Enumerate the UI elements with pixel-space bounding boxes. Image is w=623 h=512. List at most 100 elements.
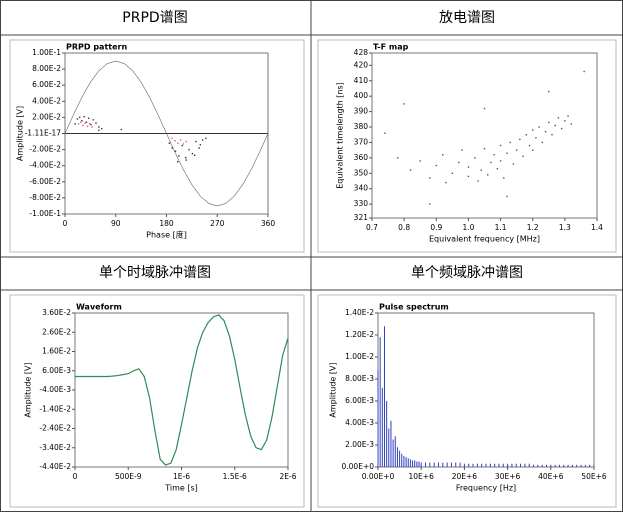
point: [461, 149, 463, 151]
x-tick-label: 0: [63, 219, 68, 228]
y-tick-label: 428: [354, 48, 369, 57]
point: [403, 103, 405, 105]
point: [74, 123, 76, 125]
y-axis-label: Amplitude [V]: [329, 362, 338, 417]
point: [81, 119, 83, 122]
point: [182, 143, 185, 145]
point: [100, 127, 103, 130]
y-tick-label: 350: [354, 168, 369, 177]
plot-area: [377, 312, 595, 468]
point: [90, 123, 92, 126]
point: [168, 142, 171, 144]
point: [506, 195, 508, 198]
point: [583, 70, 585, 73]
header: PRPD谱图: [122, 10, 187, 26]
chart-title: T-F map: [373, 43, 409, 52]
point: [544, 130, 547, 133]
point: [483, 107, 486, 110]
y-tick-label: 3.60E-2: [42, 308, 71, 317]
header: 单个频域脉冲谱图: [411, 265, 523, 281]
point: [467, 166, 470, 168]
x-tick-label: 270: [210, 219, 225, 228]
y-tick-label: 8.00E-3: [345, 374, 374, 383]
point: [567, 115, 569, 117]
point: [532, 149, 534, 151]
x-tick-label: 1E-6: [173, 472, 190, 481]
y-tick-label: 410: [354, 76, 369, 85]
y-tick-label: 8.00E-2: [32, 64, 61, 73]
point: [177, 160, 179, 163]
point: [179, 139, 182, 141]
x-axis-label: Frequency [Hz]: [456, 484, 516, 493]
point: [480, 169, 482, 171]
point: [554, 124, 556, 127]
point: [185, 140, 187, 143]
x-tick-label: 10E+6: [409, 472, 435, 481]
y-tick-label: 1.40E-2: [345, 308, 374, 317]
point: [174, 150, 177, 152]
point: [548, 121, 550, 124]
x-tick-label: 0: [73, 472, 78, 481]
y-tick-label: 6.00E-3: [42, 366, 71, 375]
point: [77, 123, 80, 125]
point: [83, 115, 85, 118]
point: [193, 154, 196, 156]
point: [490, 161, 492, 164]
y-tick-label: 330: [354, 199, 369, 208]
x-tick-label: 30E+6: [495, 472, 521, 481]
chart-title: Pulse spectrum: [379, 303, 449, 312]
y-tick-label: -4.00E-2: [29, 161, 61, 170]
point: [493, 154, 495, 156]
point: [445, 181, 447, 184]
header: 放电谱图: [439, 10, 495, 26]
point: [564, 120, 566, 122]
point: [532, 129, 534, 131]
point: [177, 142, 179, 144]
point: [419, 160, 421, 162]
chart-title: Waveform: [76, 303, 122, 312]
point: [82, 124, 84, 127]
x-axis-label: Time [s]: [164, 484, 198, 493]
x-tick-label: 0.9: [430, 223, 442, 232]
point: [551, 134, 553, 136]
point: [503, 177, 505, 179]
point: [557, 117, 560, 119]
point: [80, 121, 82, 123]
y-tick-label: 340: [354, 184, 369, 193]
y-tick-label: 1.20E-2: [345, 330, 374, 339]
x-tick-label: 1.0: [462, 223, 474, 232]
point: [195, 140, 197, 143]
x-tick-label: 360: [261, 219, 276, 228]
plot-area: [371, 52, 598, 219]
point: [98, 129, 100, 131]
point: [541, 141, 544, 144]
point: [95, 122, 97, 124]
y-tick-label: 1.00E-1: [32, 48, 61, 57]
point: [85, 121, 88, 123]
y-tick-label: -4.00E-3: [39, 385, 71, 394]
y-tick-label: 360: [354, 153, 369, 162]
x-tick-label: 40E+6: [538, 472, 564, 481]
line: [75, 314, 289, 466]
point: [560, 127, 563, 130]
point: [181, 144, 183, 147]
point: [188, 148, 190, 151]
point: [570, 123, 572, 125]
point: [499, 144, 502, 147]
point: [171, 147, 173, 149]
point: [92, 119, 94, 121]
point: [519, 138, 521, 141]
x-tick-label: 180: [159, 219, 174, 228]
point: [184, 156, 187, 159]
plot-area: [74, 312, 289, 468]
point: [429, 177, 431, 179]
point: [178, 155, 180, 157]
point: [496, 167, 499, 170]
point: [409, 169, 412, 171]
y-tick-label: 380: [354, 122, 369, 131]
point: [509, 141, 511, 144]
point: [477, 180, 479, 182]
point: [467, 175, 470, 178]
x-tick-label: 0.00E+0: [362, 472, 395, 481]
